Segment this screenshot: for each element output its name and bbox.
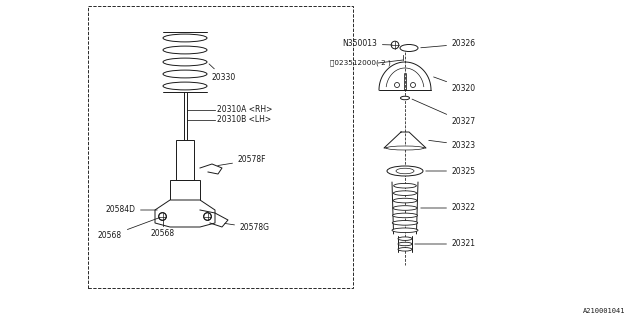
Text: 20321: 20321	[415, 239, 476, 249]
Ellipse shape	[163, 34, 207, 42]
Ellipse shape	[386, 146, 424, 150]
Text: A210001041: A210001041	[582, 308, 625, 314]
Ellipse shape	[393, 206, 417, 210]
Ellipse shape	[163, 70, 207, 78]
Text: N350013: N350013	[342, 39, 392, 49]
Ellipse shape	[393, 198, 417, 203]
Bar	[170, 180, 200, 215]
Ellipse shape	[163, 46, 207, 54]
Text: 20584D: 20584D	[105, 205, 157, 214]
Text: ⓝ023512000( 2 ): ⓝ023512000( 2 )	[330, 60, 391, 66]
Ellipse shape	[392, 228, 418, 233]
Ellipse shape	[392, 220, 418, 225]
Text: 20327: 20327	[412, 99, 476, 126]
Bar	[88, 6, 353, 288]
Ellipse shape	[392, 213, 417, 218]
Ellipse shape	[398, 237, 412, 240]
Bar	[176, 140, 194, 180]
Ellipse shape	[163, 82, 207, 90]
Text: 20322: 20322	[420, 204, 476, 212]
Polygon shape	[155, 200, 215, 227]
Ellipse shape	[387, 166, 423, 176]
Text: 20568: 20568	[98, 218, 160, 241]
Ellipse shape	[400, 44, 418, 52]
Ellipse shape	[394, 183, 417, 188]
Text: 20310A <RH>: 20310A <RH>	[217, 106, 273, 115]
Text: 20325: 20325	[426, 166, 476, 175]
Text: 20320: 20320	[434, 77, 476, 92]
Ellipse shape	[396, 168, 414, 174]
Text: 20578G: 20578G	[225, 223, 270, 233]
Text: 20578F: 20578F	[218, 156, 266, 165]
Ellipse shape	[401, 96, 410, 100]
Ellipse shape	[398, 248, 412, 251]
Text: 20326: 20326	[420, 39, 476, 49]
Text: 20568: 20568	[150, 229, 175, 238]
Ellipse shape	[394, 191, 417, 196]
Text: 20330: 20330	[209, 64, 236, 83]
Ellipse shape	[163, 58, 207, 66]
Ellipse shape	[398, 242, 412, 246]
Text: 20310B <LH>: 20310B <LH>	[217, 116, 271, 124]
Text: 20323: 20323	[429, 140, 476, 149]
